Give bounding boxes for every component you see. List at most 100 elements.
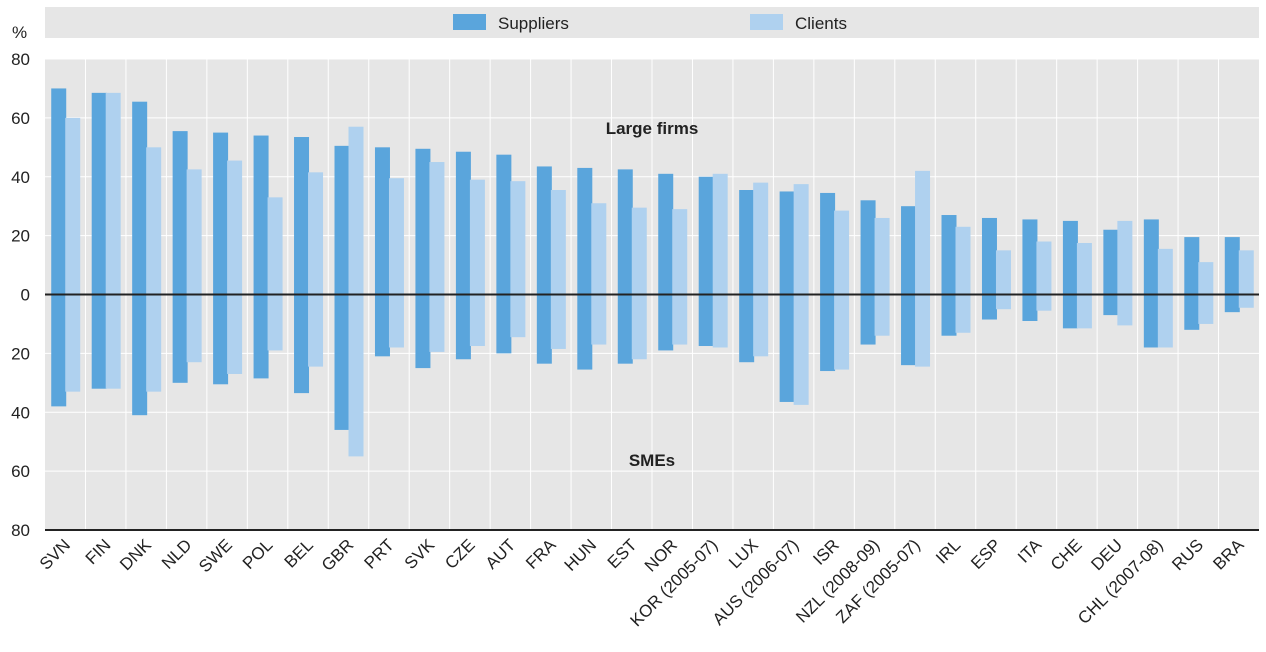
bar-clients-smes xyxy=(550,294,566,349)
x-tick-label: ESP xyxy=(967,535,1004,572)
bar-suppliers-smes xyxy=(496,294,512,354)
bar-suppliers-smes xyxy=(981,294,997,320)
bar-clients-large-firms xyxy=(429,162,445,295)
x-tick-label: SVN xyxy=(36,535,74,573)
x-tick-label: AUT xyxy=(482,535,519,572)
bar-suppliers-smes xyxy=(739,294,755,363)
bar-clients-smes xyxy=(1117,294,1133,326)
bar-suppliers-large-firms xyxy=(1184,237,1200,295)
bar-clients-large-firms xyxy=(510,181,526,295)
bar-clients-smes xyxy=(267,294,283,351)
bar-suppliers-smes xyxy=(253,294,269,379)
bar-clients-smes xyxy=(995,294,1011,310)
bar-clients-smes xyxy=(793,294,809,405)
x-tick-label: RUS xyxy=(1168,535,1207,574)
bar-suppliers-large-firms xyxy=(779,191,795,295)
bar-clients-large-firms xyxy=(1117,220,1133,295)
x-tick-label: FIN xyxy=(82,535,115,568)
bar-clients-large-firms xyxy=(388,178,404,295)
x-tick-label: ITA xyxy=(1014,535,1046,567)
bar-suppliers-large-firms xyxy=(536,166,552,295)
bar-suppliers-large-firms xyxy=(820,192,836,295)
bar-suppliers-large-firms xyxy=(1022,219,1038,295)
bar-suppliers-large-firms xyxy=(51,88,67,295)
bar-clients-smes xyxy=(915,294,931,367)
bar-clients-large-firms xyxy=(591,203,607,295)
x-tick-label: GBR xyxy=(318,535,357,574)
bar-suppliers-large-firms xyxy=(577,167,593,295)
bar-clients-large-firms xyxy=(712,173,728,295)
bar-clients-smes xyxy=(753,294,769,357)
x-tick-label: CHE xyxy=(1047,535,1086,574)
bar-clients-smes xyxy=(672,294,688,345)
bar-suppliers-large-firms xyxy=(374,147,390,295)
bar-clients-large-firms xyxy=(65,117,81,295)
bar-suppliers-smes xyxy=(941,294,957,336)
bar-clients-smes xyxy=(1198,294,1214,324)
y-tick-label: 40 xyxy=(11,403,30,422)
bar-suppliers-large-firms xyxy=(91,92,107,295)
bar-suppliers-large-firms xyxy=(415,148,431,295)
bar-clients-large-firms xyxy=(672,209,688,295)
bar-clients-large-firms xyxy=(1157,248,1173,295)
x-tick-label: DNK xyxy=(116,535,155,574)
bar-clients-smes xyxy=(834,294,850,370)
bar-suppliers-large-firms xyxy=(213,132,229,295)
bar-suppliers-large-firms xyxy=(1062,220,1078,295)
bar-clients-smes xyxy=(348,294,364,457)
bar-suppliers-large-firms xyxy=(981,217,997,295)
bar-suppliers-large-firms xyxy=(496,154,512,295)
bar-suppliers-smes xyxy=(820,294,836,372)
bar-suppliers-smes xyxy=(577,294,593,370)
bar-clients-smes xyxy=(429,294,445,352)
bar-suppliers-large-firms xyxy=(617,169,633,295)
y-tick-label: 80 xyxy=(11,521,30,540)
bar-suppliers-large-firms xyxy=(172,131,188,295)
bar-clients-smes xyxy=(631,294,647,360)
x-tick-label: ISR xyxy=(809,535,842,568)
bar-suppliers-large-firms xyxy=(1143,219,1159,295)
bar-clients-smes xyxy=(65,294,81,392)
x-tick-label: EST xyxy=(604,535,641,572)
bar-suppliers-smes xyxy=(455,294,471,360)
bar-suppliers-smes xyxy=(698,294,714,347)
y-tick-label: 0 xyxy=(21,286,30,305)
bar-clients-smes xyxy=(308,294,324,367)
bar-suppliers-large-firms xyxy=(1224,237,1240,295)
bar-clients-smes xyxy=(105,294,121,389)
bar-clients-large-firms xyxy=(1076,242,1092,295)
bar-clients-large-firms xyxy=(631,207,647,295)
bar-suppliers-large-firms xyxy=(132,101,148,295)
bar-suppliers-smes xyxy=(779,294,795,402)
x-tick-label: IRL xyxy=(932,535,964,567)
bar-clients-large-firms xyxy=(995,250,1011,295)
bar-clients-large-firms xyxy=(834,210,850,295)
legend-swatch-clients xyxy=(750,14,783,30)
bar-clients-smes xyxy=(146,294,162,392)
bar-suppliers-large-firms xyxy=(739,189,755,295)
x-tick-label: BRA xyxy=(1209,535,1248,574)
legend-background xyxy=(45,7,1259,38)
y-tick-label: 60 xyxy=(11,462,30,481)
bar-clients-smes xyxy=(1076,294,1092,329)
annotation-smes: SMEs xyxy=(629,451,675,470)
bar-clients-large-firms xyxy=(874,217,890,295)
bar-clients-smes xyxy=(712,294,728,348)
bar-clients-large-firms xyxy=(146,147,162,295)
bar-clients-large-firms xyxy=(308,172,324,295)
bar-suppliers-smes xyxy=(132,294,148,416)
bar-suppliers-smes xyxy=(1103,294,1119,316)
bar-suppliers-smes xyxy=(415,294,431,369)
bar-clients-large-firms xyxy=(469,179,485,295)
y-tick-label: 40 xyxy=(11,168,30,187)
bar-suppliers-smes xyxy=(1022,294,1038,321)
bar-suppliers-large-firms xyxy=(1103,229,1119,295)
bar-suppliers-smes xyxy=(334,294,350,430)
annotation-large-firms: Large firms xyxy=(606,119,699,138)
x-tick-label: PRT xyxy=(361,535,398,572)
bar-suppliers-smes xyxy=(860,294,876,345)
bar-clients-large-firms xyxy=(793,184,809,295)
y-tick-label: 20 xyxy=(11,227,30,246)
bar-suppliers-smes xyxy=(1184,294,1200,330)
bar-suppliers-smes xyxy=(658,294,674,351)
